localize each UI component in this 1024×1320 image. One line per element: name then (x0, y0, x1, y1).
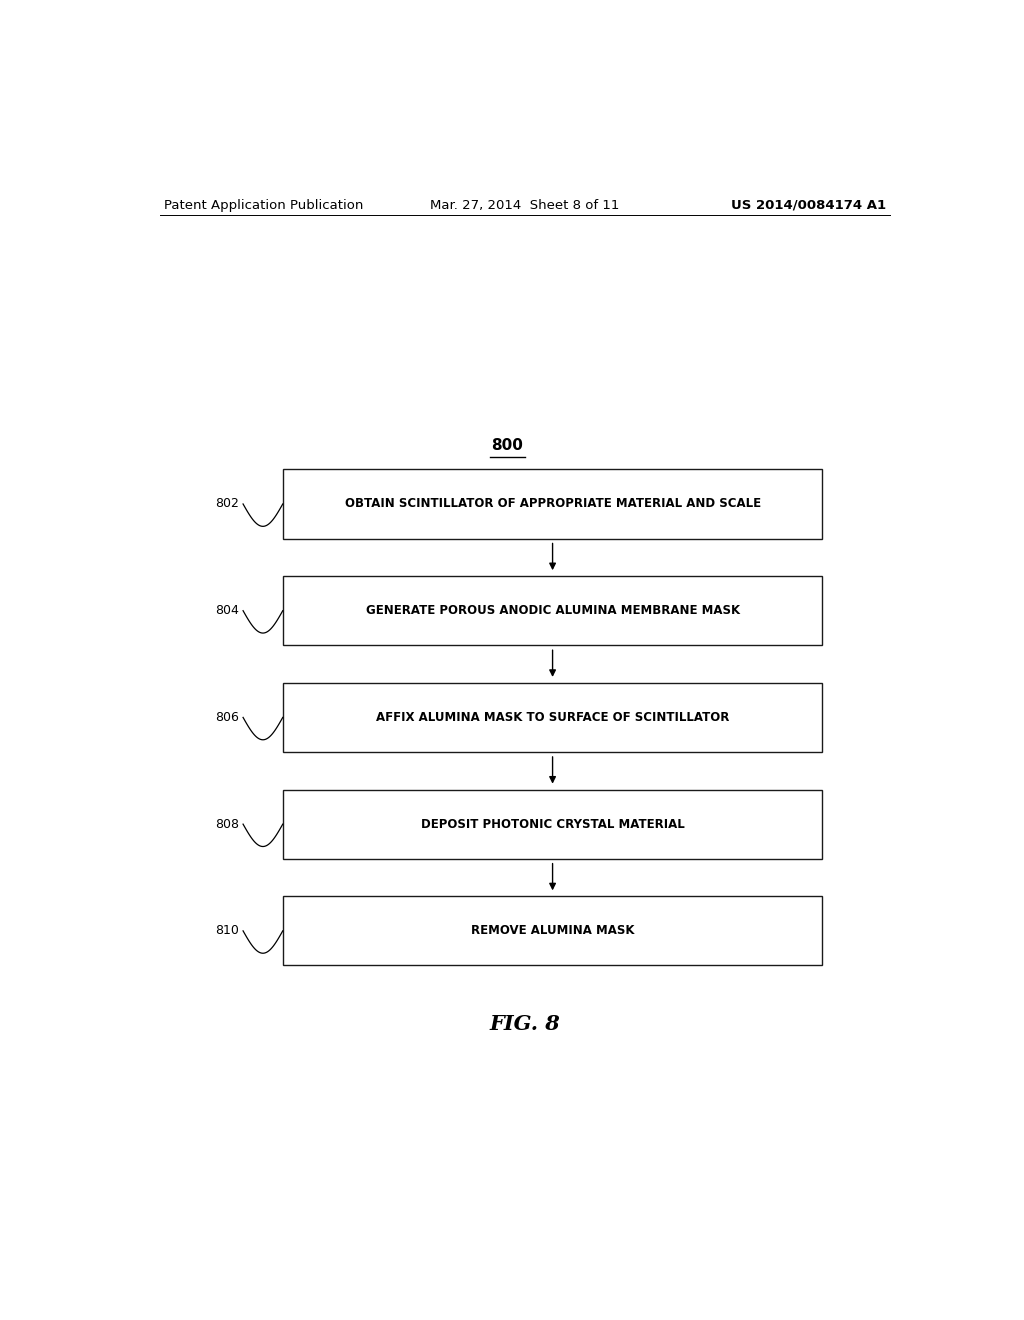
Text: Mar. 27, 2014  Sheet 8 of 11: Mar. 27, 2014 Sheet 8 of 11 (430, 198, 620, 211)
Text: 806: 806 (215, 711, 240, 723)
Text: REMOVE ALUMINA MASK: REMOVE ALUMINA MASK (471, 924, 634, 937)
Text: 802: 802 (215, 498, 240, 511)
Text: 808: 808 (215, 817, 240, 830)
Text: Patent Application Publication: Patent Application Publication (164, 198, 364, 211)
Text: US 2014/0084174 A1: US 2014/0084174 A1 (731, 198, 886, 211)
Text: 800: 800 (492, 437, 523, 453)
Bar (283, 576, 822, 645)
Text: GENERATE POROUS ANODIC ALUMINA MEMBRANE MASK: GENERATE POROUS ANODIC ALUMINA MEMBRANE … (366, 605, 739, 618)
Text: FIG. 8: FIG. 8 (489, 1014, 560, 1035)
Text: AFFIX ALUMINA MASK TO SURFACE OF SCINTILLATOR: AFFIX ALUMINA MASK TO SURFACE OF SCINTIL… (376, 711, 729, 723)
Text: DEPOSIT PHOTONIC CRYSTAL MATERIAL: DEPOSIT PHOTONIC CRYSTAL MATERIAL (421, 817, 684, 830)
Text: OBTAIN SCINTILLATOR OF APPROPRIATE MATERIAL AND SCALE: OBTAIN SCINTILLATOR OF APPROPRIATE MATER… (344, 498, 761, 511)
Bar (283, 896, 822, 965)
Text: 804: 804 (215, 605, 240, 618)
Bar (283, 789, 822, 859)
Bar (283, 470, 822, 539)
Bar (283, 682, 822, 752)
Text: 810: 810 (215, 924, 240, 937)
